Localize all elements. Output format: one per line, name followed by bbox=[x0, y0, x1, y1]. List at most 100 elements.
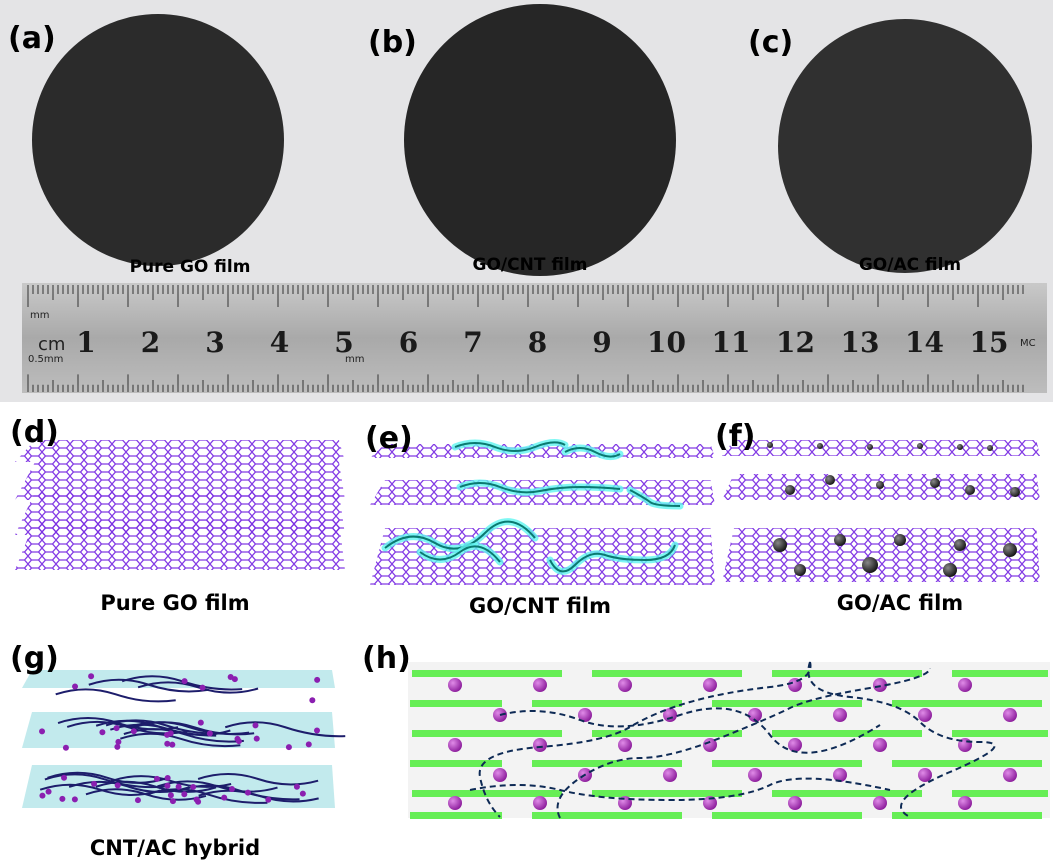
ac-particle bbox=[286, 744, 292, 750]
film-caption: GO/CNT film bbox=[473, 255, 588, 275]
ac-particle bbox=[229, 786, 235, 792]
ac-particle bbox=[314, 677, 320, 683]
graphene-sheet bbox=[772, 790, 922, 797]
panel-caption: GO/CNT film bbox=[469, 594, 611, 618]
ac-particle bbox=[788, 796, 802, 810]
ac-particle bbox=[618, 678, 632, 692]
ruler-number: 6 bbox=[399, 326, 418, 359]
ruler-number: 15 bbox=[970, 326, 1009, 359]
ruler-number: 7 bbox=[463, 326, 482, 359]
ac-particle bbox=[181, 791, 187, 797]
graphene-sheet bbox=[592, 670, 742, 677]
ac-particle bbox=[1003, 768, 1017, 782]
ac-particle bbox=[252, 722, 258, 728]
ac-particle bbox=[834, 534, 846, 546]
ac-particle bbox=[943, 563, 957, 577]
ac-particle bbox=[254, 736, 260, 742]
ac-particle bbox=[176, 784, 182, 790]
ac-particle bbox=[168, 730, 174, 736]
ac-particle bbox=[195, 799, 201, 805]
ruler-number: 3 bbox=[205, 326, 224, 359]
ac-particle bbox=[91, 781, 97, 787]
ac-particle bbox=[131, 728, 137, 734]
ac-particle bbox=[876, 481, 884, 489]
ac-particle bbox=[785, 485, 795, 495]
ruler-scale: mm bbox=[30, 310, 49, 321]
ruler-number: 14 bbox=[905, 326, 944, 359]
ac-particle bbox=[168, 792, 174, 798]
ac-particle bbox=[200, 685, 206, 691]
graphene-sheet bbox=[410, 760, 502, 767]
ac-particle bbox=[72, 684, 78, 690]
ac-particle bbox=[207, 730, 213, 736]
ac-particle bbox=[917, 443, 923, 449]
graphene-sheet bbox=[412, 730, 562, 737]
ac-particle bbox=[663, 768, 677, 782]
ac-particle bbox=[190, 784, 196, 790]
panel-label: (f) bbox=[715, 419, 755, 454]
film-caption: Pure GO film bbox=[130, 257, 251, 277]
graphene-sheet bbox=[772, 730, 922, 737]
panel-label: (c) bbox=[748, 25, 793, 60]
ac-particle bbox=[918, 708, 932, 722]
panel-caption: GO/AC film bbox=[837, 591, 963, 615]
ruler-unit: cm bbox=[38, 334, 65, 355]
graphene-sheet bbox=[410, 812, 502, 819]
ac-particle bbox=[245, 790, 251, 796]
ac-particle bbox=[533, 796, 547, 810]
graphene-sheet bbox=[532, 812, 682, 819]
ac-particle bbox=[817, 443, 823, 449]
graphene-sheet bbox=[410, 700, 502, 707]
ac-particle bbox=[448, 678, 462, 692]
ac-particle bbox=[533, 678, 547, 692]
ruler-number: 12 bbox=[776, 326, 815, 359]
ac-particle bbox=[987, 445, 993, 451]
sheet bbox=[722, 528, 1040, 582]
graphene-sheet bbox=[712, 700, 862, 707]
ac-particle bbox=[873, 796, 887, 810]
graphene-sheet bbox=[952, 730, 1048, 737]
graphene-sheet bbox=[592, 730, 742, 737]
ac-particle bbox=[114, 725, 120, 731]
ac-particle bbox=[135, 797, 141, 803]
ruler-number: 2 bbox=[141, 326, 160, 359]
ac-particle bbox=[448, 738, 462, 752]
graphene-sheet bbox=[892, 700, 1042, 707]
panel-label: (b) bbox=[368, 25, 417, 60]
panel-label: (e) bbox=[365, 421, 413, 456]
ac-particle bbox=[115, 739, 121, 745]
ac-particle bbox=[99, 729, 105, 735]
ac-particle bbox=[88, 673, 94, 679]
graphene-sheet bbox=[712, 760, 862, 767]
ruler-number: 13 bbox=[841, 326, 880, 359]
ac-particle bbox=[198, 720, 204, 726]
ac-particle bbox=[63, 745, 69, 751]
ac-particle bbox=[306, 741, 312, 747]
sheet bbox=[15, 520, 345, 570]
ac-particle bbox=[767, 442, 773, 448]
ruler-number: 1 bbox=[76, 326, 95, 359]
graphene-sheet bbox=[532, 700, 682, 707]
ac-particle bbox=[59, 796, 65, 802]
ac-particle bbox=[1010, 487, 1020, 497]
ac-particle bbox=[794, 564, 806, 576]
ac-particle bbox=[232, 676, 238, 682]
graphene-sheet bbox=[952, 670, 1048, 677]
ac-particle bbox=[265, 797, 271, 803]
ac-particle bbox=[533, 738, 547, 752]
ac-particle bbox=[618, 738, 632, 752]
ac-particle bbox=[958, 796, 972, 810]
sheet bbox=[15, 440, 345, 462]
ac-particle bbox=[115, 782, 121, 788]
ac-particle bbox=[164, 741, 170, 747]
film-disc bbox=[404, 4, 676, 276]
ac-particle bbox=[221, 795, 227, 801]
panel-label: (d) bbox=[10, 415, 59, 450]
ruler-number: 9 bbox=[592, 326, 611, 359]
ac-particle bbox=[867, 444, 873, 450]
ruler-number: 5 bbox=[334, 326, 353, 359]
ac-particle bbox=[309, 697, 315, 703]
ac-particle bbox=[894, 534, 906, 546]
ac-particle bbox=[703, 678, 717, 692]
ac-particle bbox=[39, 728, 45, 734]
